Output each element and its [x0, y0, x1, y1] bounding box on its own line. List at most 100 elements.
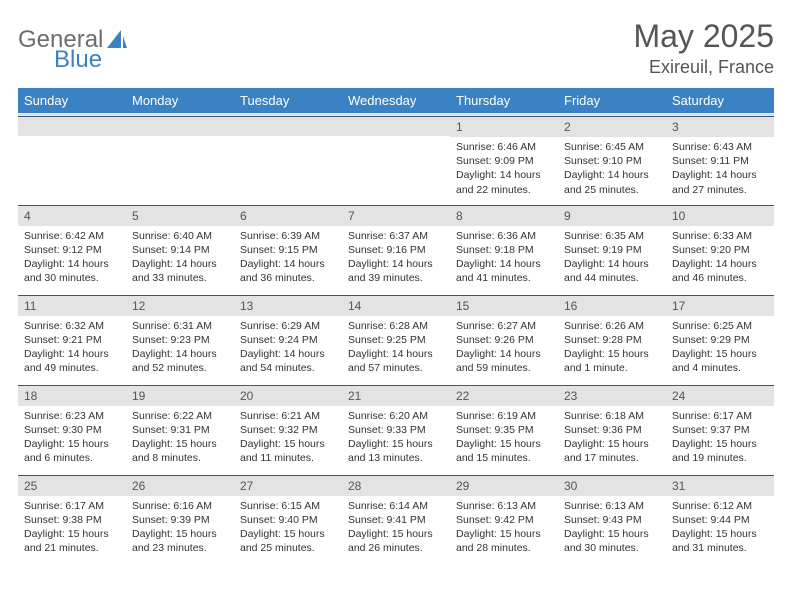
calendar-table: SundayMondayTuesdayWednesdayThursdayFrid…	[18, 88, 774, 565]
day-content: Sunrise: 6:35 AMSunset: 9:19 PMDaylight:…	[558, 226, 666, 290]
calendar-cell: 2Sunrise: 6:45 AMSunset: 9:10 PMDaylight…	[558, 115, 666, 205]
calendar-cell	[342, 115, 450, 205]
calendar-week-row: 25Sunrise: 6:17 AMSunset: 9:38 PMDayligh…	[18, 475, 774, 565]
day-content: Sunrise: 6:25 AMSunset: 9:29 PMDaylight:…	[666, 316, 774, 380]
day-content: Sunrise: 6:12 AMSunset: 9:44 PMDaylight:…	[666, 496, 774, 560]
day-number: 11	[18, 295, 126, 316]
calendar-cell: 14Sunrise: 6:28 AMSunset: 9:25 PMDayligh…	[342, 295, 450, 385]
day-content: Sunrise: 6:18 AMSunset: 9:36 PMDaylight:…	[558, 406, 666, 470]
calendar-cell: 15Sunrise: 6:27 AMSunset: 9:26 PMDayligh…	[450, 295, 558, 385]
day-number: 23	[558, 385, 666, 406]
empty-day-header	[18, 116, 126, 136]
calendar-cell: 6Sunrise: 6:39 AMSunset: 9:15 PMDaylight…	[234, 205, 342, 295]
day-number: 1	[450, 116, 558, 137]
calendar-cell: 26Sunrise: 6:16 AMSunset: 9:39 PMDayligh…	[126, 475, 234, 565]
day-number: 13	[234, 295, 342, 316]
column-header: Thursday	[450, 88, 558, 115]
day-number: 21	[342, 385, 450, 406]
day-content: Sunrise: 6:31 AMSunset: 9:23 PMDaylight:…	[126, 316, 234, 380]
empty-day-header	[234, 116, 342, 136]
calendar-week-row: 4Sunrise: 6:42 AMSunset: 9:12 PMDaylight…	[18, 205, 774, 295]
day-content: Sunrise: 6:40 AMSunset: 9:14 PMDaylight:…	[126, 226, 234, 290]
calendar-cell: 27Sunrise: 6:15 AMSunset: 9:40 PMDayligh…	[234, 475, 342, 565]
calendar-cell: 16Sunrise: 6:26 AMSunset: 9:28 PMDayligh…	[558, 295, 666, 385]
day-number: 6	[234, 205, 342, 226]
calendar-cell: 5Sunrise: 6:40 AMSunset: 9:14 PMDaylight…	[126, 205, 234, 295]
calendar-cell	[234, 115, 342, 205]
day-number: 27	[234, 475, 342, 496]
day-content: Sunrise: 6:23 AMSunset: 9:30 PMDaylight:…	[18, 406, 126, 470]
day-content: Sunrise: 6:16 AMSunset: 9:39 PMDaylight:…	[126, 496, 234, 560]
header: General Blue May 2025 Exireuil, France	[18, 18, 774, 78]
day-number: 19	[126, 385, 234, 406]
day-content: Sunrise: 6:28 AMSunset: 9:25 PMDaylight:…	[342, 316, 450, 380]
day-number: 10	[666, 205, 774, 226]
calendar-cell: 20Sunrise: 6:21 AMSunset: 9:32 PMDayligh…	[234, 385, 342, 475]
calendar-cell: 30Sunrise: 6:13 AMSunset: 9:43 PMDayligh…	[558, 475, 666, 565]
day-number: 15	[450, 295, 558, 316]
day-content: Sunrise: 6:39 AMSunset: 9:15 PMDaylight:…	[234, 226, 342, 290]
calendar-cell: 8Sunrise: 6:36 AMSunset: 9:18 PMDaylight…	[450, 205, 558, 295]
day-content: Sunrise: 6:29 AMSunset: 9:24 PMDaylight:…	[234, 316, 342, 380]
calendar-cell: 28Sunrise: 6:14 AMSunset: 9:41 PMDayligh…	[342, 475, 450, 565]
day-number: 29	[450, 475, 558, 496]
calendar-cell: 24Sunrise: 6:17 AMSunset: 9:37 PMDayligh…	[666, 385, 774, 475]
calendar-cell: 10Sunrise: 6:33 AMSunset: 9:20 PMDayligh…	[666, 205, 774, 295]
day-content: Sunrise: 6:42 AMSunset: 9:12 PMDaylight:…	[18, 226, 126, 290]
day-number: 5	[126, 205, 234, 226]
day-content: Sunrise: 6:21 AMSunset: 9:32 PMDaylight:…	[234, 406, 342, 470]
calendar-cell: 29Sunrise: 6:13 AMSunset: 9:42 PMDayligh…	[450, 475, 558, 565]
column-header: Saturday	[666, 88, 774, 115]
empty-day-header	[126, 116, 234, 136]
day-number: 26	[126, 475, 234, 496]
calendar-cell: 13Sunrise: 6:29 AMSunset: 9:24 PMDayligh…	[234, 295, 342, 385]
calendar-cell: 3Sunrise: 6:43 AMSunset: 9:11 PMDaylight…	[666, 115, 774, 205]
calendar-week-row: 18Sunrise: 6:23 AMSunset: 9:30 PMDayligh…	[18, 385, 774, 475]
column-header: Monday	[126, 88, 234, 115]
column-header: Friday	[558, 88, 666, 115]
day-number: 2	[558, 116, 666, 137]
day-content: Sunrise: 6:20 AMSunset: 9:33 PMDaylight:…	[342, 406, 450, 470]
day-number: 8	[450, 205, 558, 226]
calendar-cell: 12Sunrise: 6:31 AMSunset: 9:23 PMDayligh…	[126, 295, 234, 385]
calendar-cell: 22Sunrise: 6:19 AMSunset: 9:35 PMDayligh…	[450, 385, 558, 475]
day-number: 18	[18, 385, 126, 406]
day-number: 16	[558, 295, 666, 316]
day-number: 9	[558, 205, 666, 226]
day-number: 17	[666, 295, 774, 316]
day-content: Sunrise: 6:13 AMSunset: 9:42 PMDaylight:…	[450, 496, 558, 560]
calendar-cell: 25Sunrise: 6:17 AMSunset: 9:38 PMDayligh…	[18, 475, 126, 565]
calendar-cell: 23Sunrise: 6:18 AMSunset: 9:36 PMDayligh…	[558, 385, 666, 475]
calendar-week-row: 1Sunrise: 6:46 AMSunset: 9:09 PMDaylight…	[18, 115, 774, 205]
day-number: 25	[18, 475, 126, 496]
day-content: Sunrise: 6:17 AMSunset: 9:37 PMDaylight:…	[666, 406, 774, 470]
day-number: 14	[342, 295, 450, 316]
calendar-cell	[18, 115, 126, 205]
calendar-cell: 31Sunrise: 6:12 AMSunset: 9:44 PMDayligh…	[666, 475, 774, 565]
empty-day-header	[342, 116, 450, 136]
sail-icon	[107, 30, 127, 53]
day-content: Sunrise: 6:22 AMSunset: 9:31 PMDaylight:…	[126, 406, 234, 470]
day-content: Sunrise: 6:32 AMSunset: 9:21 PMDaylight:…	[18, 316, 126, 380]
title-block: May 2025 Exireuil, France	[633, 18, 774, 78]
calendar-cell: 19Sunrise: 6:22 AMSunset: 9:31 PMDayligh…	[126, 385, 234, 475]
day-content: Sunrise: 6:45 AMSunset: 9:10 PMDaylight:…	[558, 137, 666, 201]
column-header: Wednesday	[342, 88, 450, 115]
calendar-cell: 7Sunrise: 6:37 AMSunset: 9:16 PMDaylight…	[342, 205, 450, 295]
day-number: 7	[342, 205, 450, 226]
month-title: May 2025	[633, 18, 774, 55]
day-number: 28	[342, 475, 450, 496]
day-content: Sunrise: 6:14 AMSunset: 9:41 PMDaylight:…	[342, 496, 450, 560]
calendar-cell: 1Sunrise: 6:46 AMSunset: 9:09 PMDaylight…	[450, 115, 558, 205]
day-content: Sunrise: 6:15 AMSunset: 9:40 PMDaylight:…	[234, 496, 342, 560]
calendar-cell: 17Sunrise: 6:25 AMSunset: 9:29 PMDayligh…	[666, 295, 774, 385]
day-number: 20	[234, 385, 342, 406]
day-content: Sunrise: 6:37 AMSunset: 9:16 PMDaylight:…	[342, 226, 450, 290]
day-content: Sunrise: 6:13 AMSunset: 9:43 PMDaylight:…	[558, 496, 666, 560]
calendar-cell: 21Sunrise: 6:20 AMSunset: 9:33 PMDayligh…	[342, 385, 450, 475]
day-number: 4	[18, 205, 126, 226]
day-content: Sunrise: 6:26 AMSunset: 9:28 PMDaylight:…	[558, 316, 666, 380]
day-number: 12	[126, 295, 234, 316]
day-number: 3	[666, 116, 774, 137]
day-content: Sunrise: 6:43 AMSunset: 9:11 PMDaylight:…	[666, 137, 774, 201]
